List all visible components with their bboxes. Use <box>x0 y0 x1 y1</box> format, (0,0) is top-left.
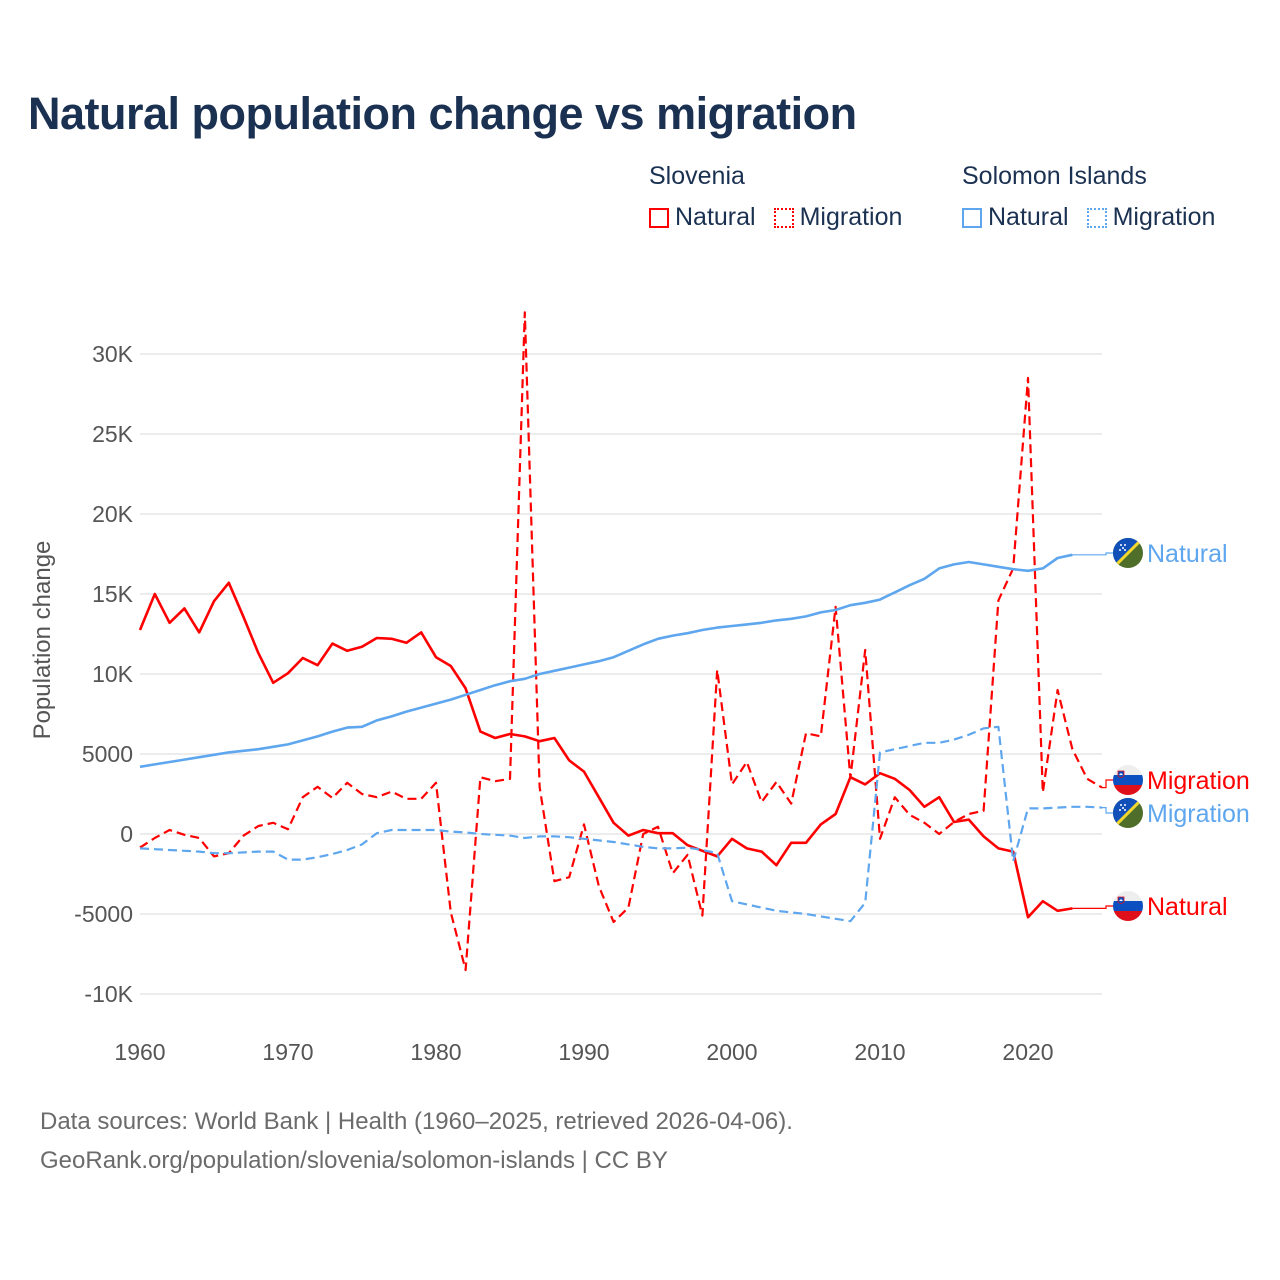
solomon-islands-flag-icon <box>1112 537 1144 569</box>
x-tick-label: 1980 <box>410 1039 461 1065</box>
footer-attribution[interactable]: GeoRank.org/population/slovenia/solomon-… <box>40 1147 668 1174</box>
legend-group-solomon-islands: Solomon Islands Natural Migration <box>962 162 1215 235</box>
series-end-label: Migration <box>1147 767 1250 795</box>
series-end-label: Natural <box>1147 893 1228 921</box>
y-tick-label: 20K <box>92 501 134 527</box>
legend-group-slovenia: Slovenia Natural Migration <box>649 162 920 235</box>
legend-label: Migration <box>799 203 903 231</box>
label-connector <box>1102 779 1114 789</box>
legend-label: Migration <box>1112 203 1216 231</box>
series-end-label: Natural <box>1147 540 1228 568</box>
series-end-label: Migration <box>1147 800 1250 828</box>
series-line-solomon-islands-natural[interactable] <box>139 553 1073 769</box>
y-tick-label: 15K <box>92 581 134 607</box>
legend-swatch-solid <box>962 207 982 228</box>
series-line-solomon-islands-migration[interactable] <box>139 725 1103 923</box>
x-tick-label: 2000 <box>706 1039 757 1065</box>
y-tick-label: -10K <box>84 981 133 1007</box>
chart-title: Natural population change vs migration <box>28 88 857 139</box>
legend-swatch-dotted <box>1086 207 1107 228</box>
y-axis-label: Population change <box>29 541 56 740</box>
slovenia-flag-icon <box>1113 765 1143 795</box>
y-tick-label: 0 <box>120 821 133 847</box>
y-tick-label: 25K <box>92 421 134 447</box>
y-tick-label: 30K <box>92 341 134 367</box>
x-tick-label: 2010 <box>854 1039 905 1065</box>
y-tick-label: 10K <box>92 661 134 687</box>
label-connector <box>1072 552 1114 556</box>
y-tick-label: 5000 <box>82 741 133 767</box>
legend-swatch-solid <box>649 207 669 228</box>
label-connector <box>1102 806 1114 814</box>
legend-group-title: Slovenia <box>649 162 745 190</box>
legend-item-solomon-natural[interactable]: Natural <box>962 203 1069 232</box>
label-connector <box>1072 905 1114 910</box>
series-line-slovenia-natural[interactable] <box>138 581 1073 919</box>
legend-swatch-dotted <box>773 207 794 228</box>
footer-sources: Data sources: World Bank | Health (1960–… <box>40 1108 793 1135</box>
x-tick-label: 1990 <box>558 1039 609 1065</box>
legend-label: Natural <box>675 203 756 231</box>
solomon-islands-flag-icon <box>1112 797 1144 829</box>
legend-item-slovenia-natural[interactable]: Natural <box>649 203 756 232</box>
series-line-slovenia-migration[interactable] <box>139 311 1103 972</box>
x-tick-label: 1970 <box>262 1039 313 1065</box>
legend-item-solomon-migration[interactable]: Migration <box>1086 203 1216 232</box>
y-tick-label: -5000 <box>74 901 133 927</box>
x-tick-label: 2020 <box>1002 1039 1053 1065</box>
legend-item-slovenia-migration[interactable]: Migration <box>773 203 903 232</box>
slovenia-flag-icon <box>1113 891 1143 921</box>
x-tick-label: 1960 <box>114 1039 165 1065</box>
legend-label: Natural <box>988 203 1069 231</box>
legend-group-title: Solomon Islands <box>962 162 1147 190</box>
